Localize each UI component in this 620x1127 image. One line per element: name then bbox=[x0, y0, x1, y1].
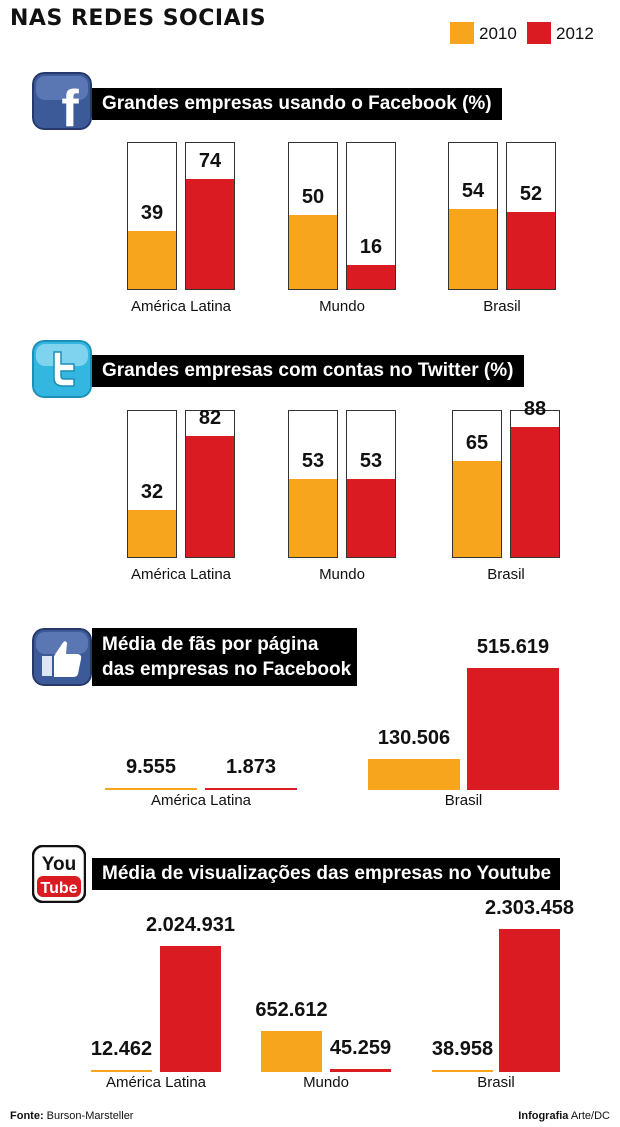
twitter-icon bbox=[32, 340, 92, 398]
bar-frame-america-latina-2012: 74 bbox=[185, 142, 235, 290]
source-credit: Fonte: Burson-Marsteller bbox=[10, 1110, 133, 1122]
bar-america-latina-2012 bbox=[186, 435, 234, 557]
fans-title-line1: Média de fãs por página bbox=[102, 634, 319, 655]
bar-brasil-2010 bbox=[368, 759, 460, 790]
bar-value-brasil-2012: 515.619 bbox=[476, 636, 550, 658]
bar-value-america-latina-2010: 9.555 bbox=[125, 755, 177, 778]
credit-value: Arte/DC bbox=[570, 1110, 610, 1122]
bar-frame-brasil-2012: 52 bbox=[506, 142, 556, 290]
bar-brasil-2012 bbox=[467, 668, 559, 790]
bar-value-america-latina-2010: 32 bbox=[140, 480, 164, 503]
bar-value-america-latina-2010: 39 bbox=[140, 202, 164, 225]
bar-frame-brasil-2012: 88 bbox=[510, 398, 560, 558]
bar-frame-mundo-2010: 53 bbox=[288, 410, 338, 558]
page-title: NAS REDES SOCIAIS bbox=[10, 6, 267, 31]
facebook-icon: f bbox=[32, 72, 92, 130]
bar-mundo-2012 bbox=[347, 478, 395, 557]
bar-value-america-latina-2012: 82 bbox=[198, 406, 222, 429]
bar-value-brasil-2012: 2.303.458 bbox=[485, 897, 574, 919]
category-label-mundo: Mundo bbox=[319, 298, 365, 315]
bar-mundo-2012 bbox=[330, 1069, 391, 1072]
bar-value-brasil-2010: 130.506 bbox=[377, 727, 451, 750]
youtube-icon-tube: Tube bbox=[40, 880, 77, 897]
bar-america-latina-2012 bbox=[205, 788, 297, 790]
bar-value-mundo-2012: 45.259 bbox=[329, 1037, 392, 1060]
bar-value-brasil-2012: 88 bbox=[523, 397, 547, 420]
category-label-mundo: Mundo bbox=[303, 1074, 349, 1091]
bar-mundo-2010 bbox=[289, 215, 337, 289]
bar-value-brasil-2010: 38.958 bbox=[431, 1037, 494, 1060]
category-label-brasil: Brasil bbox=[483, 298, 521, 315]
bar-value-mundo-2012: 53 bbox=[359, 449, 383, 472]
bar-frame-brasil-2010: 65 bbox=[452, 410, 502, 558]
category-label-brasil: Brasil bbox=[477, 1074, 515, 1091]
bar-value-mundo-2012: 16 bbox=[359, 236, 383, 259]
youtube-icon: You Tube bbox=[32, 845, 86, 903]
bar-frame-mundo-2012: 53 bbox=[346, 410, 396, 558]
bar-value-brasil-2012: 52 bbox=[519, 183, 543, 206]
bar-brasil-2010 bbox=[432, 1069, 493, 1072]
bar-value-america-latina-2012: 2.024.931 bbox=[146, 914, 235, 937]
bar-mundo-2010 bbox=[261, 1031, 322, 1072]
bar-america-latina-2010 bbox=[128, 509, 176, 557]
bar-frame-mundo-2012: 16 bbox=[346, 142, 396, 290]
credit-label: Infografia bbox=[518, 1110, 569, 1122]
bar-value-america-latina-2012: 74 bbox=[198, 150, 222, 173]
bar-value-brasil-2010: 65 bbox=[465, 431, 489, 454]
bar-america-latina-2012 bbox=[160, 946, 221, 1072]
youtube-section-title: Média de visualizações das empresas no Y… bbox=[92, 858, 560, 890]
category-label-america-latina: América Latina bbox=[105, 1074, 207, 1091]
legend-swatch-2010 bbox=[450, 22, 474, 44]
bar-frame-mundo-2010: 50 bbox=[288, 142, 338, 290]
bar-frame-america-latina-2010: 39 bbox=[127, 142, 177, 290]
legend-swatch-2012 bbox=[527, 22, 551, 44]
fans-section-title: Média de fãs por página das empresas no … bbox=[92, 628, 357, 686]
facebook-section-title: Grandes empresas usando o Facebook (%) bbox=[92, 88, 502, 120]
category-label-america-latina: América Latina bbox=[130, 298, 232, 315]
category-label-america-latina: América Latina bbox=[150, 792, 252, 809]
bar-america-latina-2010 bbox=[128, 231, 176, 289]
category-label-america-latina: América Latina bbox=[130, 566, 232, 583]
source-label: Fonte: bbox=[10, 1110, 44, 1122]
fans-title-line2: das empresas no Facebook bbox=[102, 659, 352, 680]
bar-mundo-2010 bbox=[289, 478, 337, 557]
bar-brasil-2012 bbox=[507, 212, 555, 289]
bar-america-latina-2010 bbox=[105, 787, 197, 790]
bar-value-america-latina-2012: 1.873 bbox=[225, 756, 277, 778]
bar-brasil-2012 bbox=[499, 929, 560, 1072]
infographic-credit: Infografia Arte/DC bbox=[518, 1110, 610, 1122]
thumbs-up-icon bbox=[32, 628, 92, 686]
legend-label-2012: 2012 bbox=[556, 24, 594, 43]
category-label-brasil: Brasil bbox=[487, 566, 525, 583]
bar-america-latina-2012 bbox=[186, 179, 234, 289]
bar-value-mundo-2010: 50 bbox=[301, 186, 325, 208]
source-value: Burson-Marsteller bbox=[46, 1110, 134, 1122]
bar-value-brasil-2010: 54 bbox=[461, 180, 485, 203]
bar-frame-america-latina-2012: 82 bbox=[185, 406, 235, 558]
category-label-brasil: Brasil bbox=[444, 792, 483, 809]
bar-value-america-latina-2010: 12.462 bbox=[90, 1038, 153, 1060]
bar-mundo-2012 bbox=[347, 265, 395, 289]
category-label-mundo: Mundo bbox=[319, 566, 365, 583]
bar-brasil-2010 bbox=[453, 460, 501, 557]
bar-frame-america-latina-2010: 32 bbox=[127, 410, 177, 558]
bar-america-latina-2010 bbox=[91, 1070, 152, 1072]
bar-value-mundo-2010: 652.612 bbox=[255, 999, 328, 1022]
twitter-section-title: Grandes empresas com contas no Twitter (… bbox=[92, 355, 524, 387]
youtube-icon-you: You bbox=[42, 854, 76, 875]
bar-value-mundo-2010: 53 bbox=[301, 449, 325, 472]
legend-label-2010: 2010 bbox=[479, 24, 517, 43]
bar-brasil-2012 bbox=[511, 426, 559, 557]
facebook-icon-letter: f bbox=[61, 80, 79, 130]
bar-brasil-2010 bbox=[449, 209, 497, 289]
bar-frame-brasil-2010: 54 bbox=[448, 142, 498, 290]
